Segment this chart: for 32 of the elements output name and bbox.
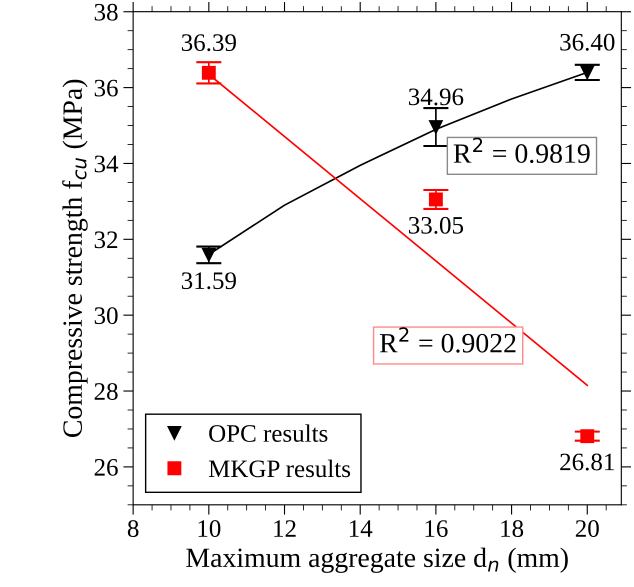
y-tick-label: 38 <box>94 4 118 21</box>
point <box>580 429 594 444</box>
point <box>580 65 594 80</box>
x-tick-label: 14 <box>350 520 372 537</box>
data-label: 26.81 <box>560 454 614 471</box>
y-tick-label: 26 <box>94 459 118 476</box>
legend-label: OPC results <box>209 424 328 442</box>
x-tick-label: 20 <box>576 520 599 537</box>
point <box>428 192 443 206</box>
annotation: R$^{2}$ = 0.9022 <box>380 327 516 353</box>
point <box>202 66 216 80</box>
x-tick-label: 12 <box>274 520 296 537</box>
point <box>202 248 216 262</box>
y-tick-label: 32 <box>94 231 118 248</box>
data-label: 31.59 <box>182 272 236 290</box>
legend-label: MKGP results <box>208 460 350 478</box>
annotation: R$^{2}$ = 0.9819 <box>454 138 590 164</box>
data-label: 34.96 <box>408 88 464 106</box>
data-label: 33.05 <box>408 216 464 234</box>
y-tick-label: 34 <box>94 156 118 172</box>
data-label: 36.40 <box>560 34 614 51</box>
x-axis-title: Maximum aggregate size d$_{n}$ (mm) <box>186 548 568 573</box>
y-tick-label: 28 <box>94 383 118 400</box>
point <box>428 120 443 134</box>
y-axis-title: Compressive strength f$_{cu}$ (MPa) <box>62 80 88 437</box>
y-tick-label: 36 <box>94 80 118 97</box>
x-tick-label: 16 <box>426 520 448 537</box>
x-tick-label: 18 <box>501 520 524 537</box>
data-label: 36.39 <box>182 34 236 52</box>
y-tick-label: 30 <box>94 307 118 324</box>
x-tick-label: 10 <box>198 520 220 537</box>
x-tick-label: 8 <box>128 520 138 537</box>
